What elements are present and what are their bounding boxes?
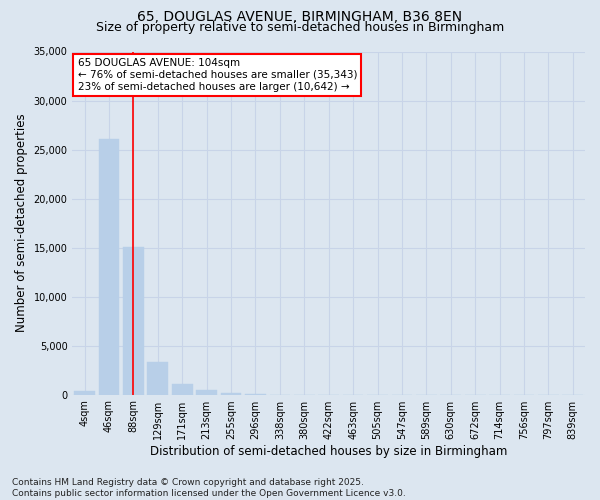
Bar (221, 393, 241, 394)
X-axis label: Distribution of semi-detached houses by size in Birmingham: Distribution of semi-detached houses by … (150, 444, 508, 458)
Bar (98, 138, 119, 394)
Text: 65 DOUGLAS AVENUE: 104sqm
← 76% of semi-detached houses are smaller (35,343)
23%: 65 DOUGLAS AVENUE: 104sqm ← 76% of semi-… (77, 58, 357, 92)
Bar (123, 246, 144, 394)
Y-axis label: Number of semi-detached properties: Number of semi-detached properties (15, 114, 28, 332)
Bar (196, 390, 217, 394)
Text: Contains HM Land Registry data © Crown copyright and database right 2025.
Contai: Contains HM Land Registry data © Crown c… (12, 478, 406, 498)
Text: Size of property relative to semi-detached houses in Birmingham: Size of property relative to semi-detach… (96, 21, 504, 34)
Text: 65, DOUGLAS AVENUE, BIRMINGHAM, B36 8EN: 65, DOUGLAS AVENUE, BIRMINGHAM, B36 8EN (137, 10, 463, 24)
Bar (148, 362, 168, 394)
Bar (74, 390, 95, 394)
Bar (172, 384, 193, 394)
